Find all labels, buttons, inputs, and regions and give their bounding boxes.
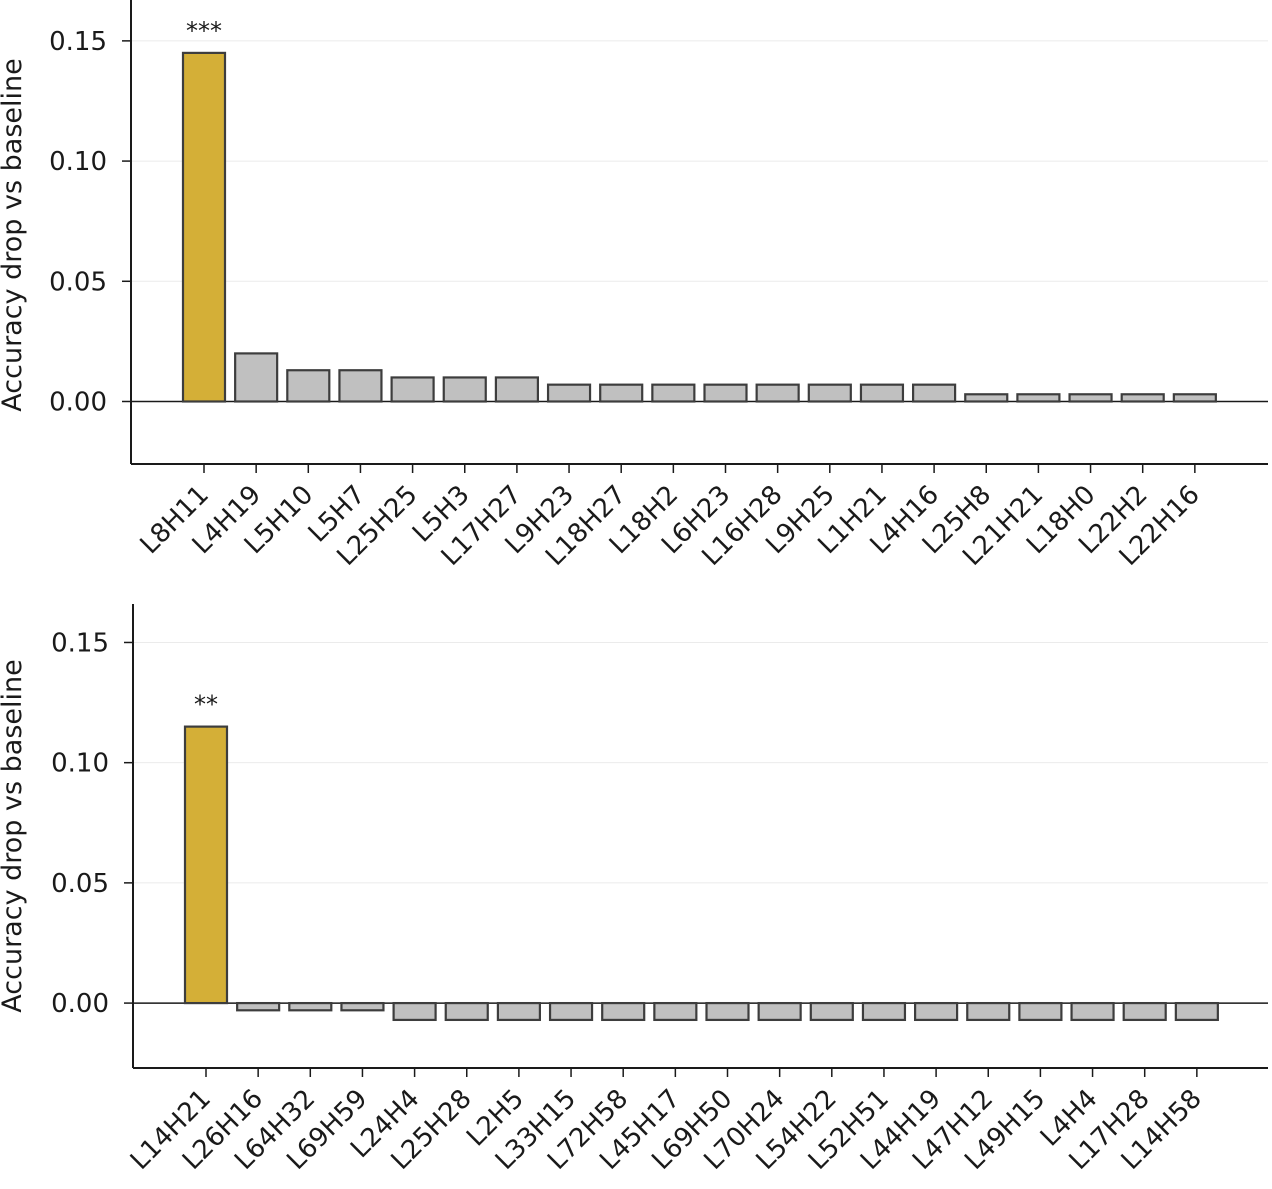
bar-l45h17 xyxy=(653,1001,698,1022)
bar-l14h58 xyxy=(1174,1001,1219,1022)
bar-l16h28 xyxy=(755,383,800,403)
bar-l64h32 xyxy=(288,1001,333,1012)
bar-l33h15 xyxy=(548,1001,594,1022)
bar-l49h15 xyxy=(1018,1001,1063,1022)
bar-l25h25 xyxy=(390,376,435,403)
bar-l22h16 xyxy=(1172,393,1217,403)
bar-l72h58 xyxy=(601,1001,646,1022)
bar-l69h59 xyxy=(340,1001,385,1012)
bar-l18h0 xyxy=(1068,393,1113,403)
bar-l18h2 xyxy=(651,383,696,403)
y-tick-label: 0.10 xyxy=(49,147,107,177)
bar-l21h21 xyxy=(1016,393,1061,403)
bar-l9h23 xyxy=(546,383,592,403)
bar-l54h22 xyxy=(809,1001,854,1022)
y-axis-title: Accuracy drop vs baseline xyxy=(0,58,28,411)
bar-l47h12 xyxy=(966,1001,1011,1022)
bar-l24h4 xyxy=(392,1001,437,1022)
bar-l8h11 xyxy=(181,51,227,403)
bar-l5h7 xyxy=(338,369,383,403)
y-tick-label: 0.00 xyxy=(49,387,107,417)
bar-l14h21 xyxy=(183,725,229,1005)
bar-l52h51 xyxy=(861,1001,907,1022)
bottom-bar-chart: 0.000.050.100.15**L14H21L26H16L64H32L69H… xyxy=(0,604,1268,1176)
bar-l6h23 xyxy=(703,383,748,403)
bar-l1h21 xyxy=(859,383,905,403)
bar-l17h28 xyxy=(1122,1001,1167,1022)
bar-l5h10 xyxy=(286,369,331,403)
bar-l9h25 xyxy=(807,383,852,403)
y-tick-label: 0.10 xyxy=(51,749,109,779)
bar-l44h19 xyxy=(913,1001,959,1022)
bar-l70h24 xyxy=(757,1001,802,1022)
bar-l22h2 xyxy=(1120,393,1165,403)
bar-l2h5 xyxy=(496,1001,541,1022)
top-bar-chart: 0.000.050.100.15 ***L8H11L4H19L5H10L5H7L2… xyxy=(0,0,1268,572)
bar-l4h19 xyxy=(234,352,279,403)
y-tick-label: 0.05 xyxy=(49,267,107,297)
y-tick-label: 0.15 xyxy=(51,628,109,658)
bar-l69h50 xyxy=(705,1001,750,1022)
bar-l26h16 xyxy=(236,1001,281,1012)
bar-l25h8 xyxy=(964,393,1009,403)
bar-l25h28 xyxy=(444,1001,489,1022)
bar-l4h4 xyxy=(1070,1001,1115,1022)
significance-label: *** xyxy=(186,17,222,45)
significance-label: ** xyxy=(194,691,218,719)
bar-l18h27 xyxy=(599,383,644,403)
y-tick-label: 0.00 xyxy=(51,989,109,1019)
bar-l4h16 xyxy=(911,383,957,403)
bar-l17h27 xyxy=(494,376,539,403)
y-tick-label: 0.15 xyxy=(49,27,107,57)
bar-l5h3 xyxy=(442,376,487,403)
y-axis-title: Accuracy drop vs baseline xyxy=(0,659,28,1012)
y-tick-label: 0.05 xyxy=(51,869,109,899)
